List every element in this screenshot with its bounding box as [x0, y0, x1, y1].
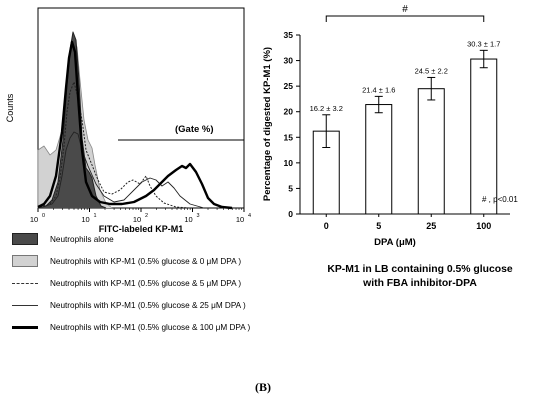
legend-swatch-dark-fill	[12, 233, 38, 245]
figure-caption: KP-M1 in LB containing 0.5% glucose with…	[300, 263, 540, 291]
legend-item: Neutrophils alone	[10, 228, 310, 250]
legend-swatch-light-fill	[12, 255, 38, 267]
legend-item: Neutrophils with KP-M1 (0.5% glucose & 5…	[10, 272, 310, 294]
legend-item: Neutrophils with KP-M1 (0.5% glucose & 0…	[10, 250, 310, 272]
bar-100uM	[470, 58, 498, 215]
legend-label: Neutrophils with KP-M1 (0.5% glucose & 0…	[50, 256, 242, 266]
legend-item: Neutrophils with KP-M1 (0.5% glucose & 2…	[10, 294, 310, 316]
histogram-curve-neutrophils-alone	[37, 31, 107, 209]
legend-item: Neutrophils with KP-M1 (0.5% glucose & 1…	[10, 316, 310, 338]
bar-chart: 0 5 10 15 20 25 30 35 0 5 25 100 16.2 ± 3.2 21.4 ± 1…	[262, 4, 518, 248]
bar-chart-y-tick-label: 35	[284, 30, 294, 40]
flow-histogram: 10 0 10 1 10 2 10 3 10 4 (Gate %) Counts FITC-lab…	[5, 7, 251, 234]
bar-chart-y-tick-label: 20	[284, 107, 294, 117]
histogram-curves	[37, 31, 233, 210]
significance-marker: #	[402, 4, 408, 15]
bar-chart-y-tick-label: 0	[288, 209, 293, 219]
histogram-curve-100uM-dpa	[37, 40, 233, 210]
histogram-tick-exponent: 4	[248, 213, 251, 219]
data-label: 16.2 ± 3.2	[310, 104, 343, 113]
bar-5uM	[365, 104, 393, 215]
bar-chart-x-tick-label: 100	[476, 221, 491, 231]
histogram-tick-exponent: 0	[42, 213, 45, 219]
gate-label: (Gate %)	[175, 124, 214, 135]
significance-bracket	[325, 15, 485, 22]
histogram-curve-5uM-dpa	[39, 81, 191, 209]
panel-label: (B)	[255, 380, 271, 394]
caption-line: KP-M1 in LB containing 0.5% glucose	[327, 264, 513, 275]
histogram-curve-25uM-dpa	[41, 131, 205, 209]
bar-chart-y-tick-label: 25	[284, 81, 294, 91]
bar-chart-xlabel: DPA (μM)	[374, 237, 416, 248]
histogram-ticks: 10 0 10 1 10 2 10 3 10 4	[30, 208, 251, 224]
bar-chart-y-tick-label: 10	[284, 158, 294, 168]
bar-chart-x-tick-label: 0	[324, 221, 329, 231]
legend-swatch-thin-line	[12, 304, 38, 306]
histogram-tick-exponent: 3	[197, 213, 200, 219]
histogram-tick-label: 10	[236, 215, 244, 224]
bar-chart-x-tick-label: 5	[376, 221, 381, 231]
data-label: 30.3 ± 1.7	[467, 39, 500, 48]
legend-swatch-dashed-line	[12, 282, 38, 284]
caption-line: with FBA inhibitor-DPA	[363, 278, 477, 289]
histogram-legend: Neutrophils alone Neutrophils with KP-M1…	[10, 228, 310, 338]
histogram-tick-label: 10	[184, 215, 192, 224]
histogram-tick-label: 10	[30, 215, 38, 224]
bar-chart-ylabel: Percentage of digested KP-M1 (%)	[262, 47, 273, 201]
legend-label: Neutrophils with KP-M1 (0.5% glucose & 5…	[50, 278, 242, 288]
bar-chart-y-tick-label: 5	[288, 183, 293, 193]
bar-chart-y-tick-label: 15	[284, 132, 294, 142]
data-label: 21.4 ± 1.6	[362, 85, 395, 94]
histogram-tick-label: 10	[81, 215, 89, 224]
bar-chart-bars: 16.2 ± 3.2 21.4 ± 1.6 24.5 ± 2.2 30.3 ± 1.7	[310, 15, 500, 215]
legend-label: Neutrophils alone	[50, 234, 114, 244]
histogram-tick-exponent: 1	[94, 213, 97, 219]
bar-chart-x-tick-label: 25	[426, 221, 436, 231]
legend-label: Neutrophils with KP-M1 (0.5% glucose & 1…	[50, 322, 251, 332]
histogram-tick-label: 10	[133, 215, 141, 224]
histogram-tick-exponent: 2	[145, 213, 148, 219]
legend-label: Neutrophils with KP-M1 (0.5% glucose & 2…	[50, 300, 246, 310]
data-label: 24.5 ± 2.2	[415, 66, 448, 75]
bar-25uM	[417, 88, 445, 215]
significance-note: # , p<0.01	[482, 195, 518, 204]
bar-chart-y-tick-label: 30	[284, 56, 294, 66]
legend-swatch-thick-line	[12, 325, 38, 329]
histogram-ylabel: Counts	[5, 93, 15, 122]
histogram-xlabel: FITC-labeled KP-M1	[99, 224, 184, 234]
